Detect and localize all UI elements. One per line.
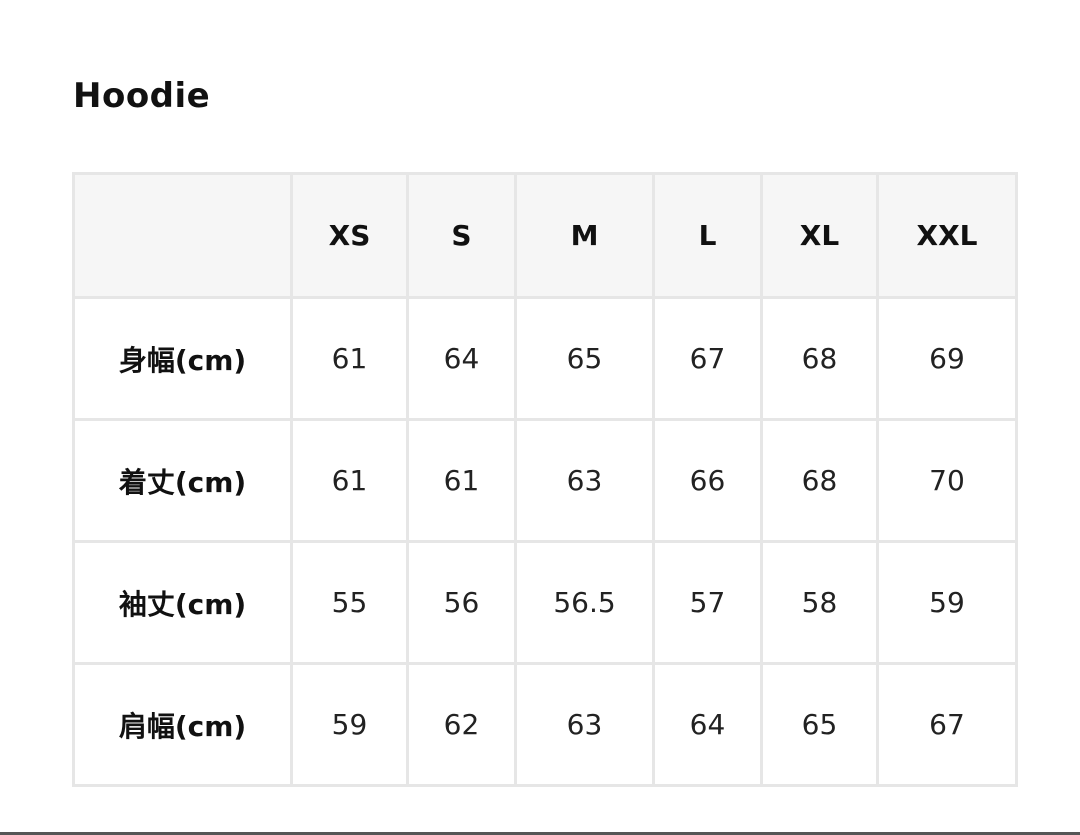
measurement-cell: 61: [290, 296, 409, 421]
measurement-cell: 57: [652, 540, 763, 665]
table-row: 袖丈(cm) 55 56 56.5 57 58 59: [72, 540, 1018, 665]
row-label: 肩幅(cm): [72, 662, 293, 787]
header-row: XS S M L XL XXL: [72, 172, 1018, 299]
corner-cell: [72, 172, 293, 299]
measurement-cell: 67: [876, 662, 1018, 787]
measurement-cell: 58: [760, 540, 879, 665]
size-header-s: S: [406, 172, 517, 299]
measurement-cell: 64: [406, 296, 517, 421]
measurement-cell: 67: [652, 296, 763, 421]
row-label: 着丈(cm): [72, 418, 293, 543]
table-row: 着丈(cm) 61 61 63 66 68 70: [72, 418, 1018, 543]
row-label: 袖丈(cm): [72, 540, 293, 665]
table-row: 肩幅(cm) 59 62 63 64 65 67: [72, 662, 1018, 787]
size-header-l: L: [652, 172, 763, 299]
size-header-xxl: XXL: [876, 172, 1018, 299]
divider: [0, 832, 1080, 835]
measurement-cell: 70: [876, 418, 1018, 543]
measurement-cell: 65: [514, 296, 655, 421]
size-header-m: M: [514, 172, 655, 299]
measurement-cell: 61: [406, 418, 517, 543]
measurement-cell: 69: [876, 296, 1018, 421]
size-chart-table: XS S M L XL XXL 身幅(cm) 61 64 65 67 68 69 着丈(cm) 61 61 6…: [72, 172, 1018, 787]
measurement-cell: 59: [876, 540, 1018, 665]
measurement-cell: 63: [514, 662, 655, 787]
measurement-cell: 65: [760, 662, 879, 787]
measurement-cell: 64: [652, 662, 763, 787]
measurement-cell: 56.5: [514, 540, 655, 665]
measurement-cell: 62: [406, 662, 517, 787]
size-header-xl: XL: [760, 172, 879, 299]
measurement-cell: 56: [406, 540, 517, 665]
page-title: Hoodie: [73, 76, 211, 116]
measurement-cell: 59: [290, 662, 409, 787]
table-row: 身幅(cm) 61 64 65 67 68 69: [72, 296, 1018, 421]
row-label: 身幅(cm): [72, 296, 293, 421]
measurement-cell: 68: [760, 296, 879, 421]
measurement-cell: 61: [290, 418, 409, 543]
size-header-xs: XS: [290, 172, 409, 299]
measurement-cell: 68: [760, 418, 879, 543]
measurement-cell: 55: [290, 540, 409, 665]
measurement-cell: 63: [514, 418, 655, 543]
measurement-cell: 66: [652, 418, 763, 543]
